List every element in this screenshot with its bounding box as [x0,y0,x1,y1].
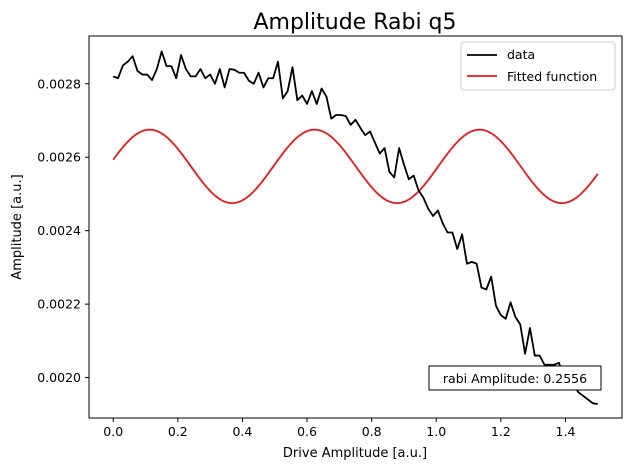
x-tick-label: 1.2 [491,424,511,439]
y-tick-label: 0.0024 [37,223,81,238]
legend-label-data: data [507,47,535,62]
x-tick-label: 0.2 [168,424,188,439]
y-tick-label: 0.0022 [37,297,81,312]
legend-label-fitted: Fitted function [507,69,597,84]
y-tick-label: 0.0026 [37,150,81,165]
series-line-fitted-function [112,128,599,205]
x-tick-label: 0.0 [103,424,123,439]
x-axis-label: Drive Amplitude [a.u.] [283,446,427,461]
annotation: rabi Amplitude: 0.2556 [428,365,602,391]
series-line-data [112,50,598,405]
plot-frame [88,35,623,419]
ticks-layer: 0.0 0.2 0.4 0.6 0.8 1.0 1.2 1.4 0.0020 0.0022 0.00… [37,76,575,439]
x-tick-label: 0.8 [362,424,382,439]
annotation-box [428,365,602,391]
series-layer [112,50,599,405]
y-tick-label: 0.0020 [37,370,81,385]
x-tick-label: 1.4 [556,424,576,439]
legend: data Fitted function [460,41,616,91]
x-tick-label: 0.6 [297,424,317,439]
chart-title: Amplitude Rabi q5 [253,10,456,35]
annotation-text: rabi Amplitude: 0.2556 [443,371,587,386]
y-tick-label: 0.0028 [37,76,81,91]
x-tick-label: 1.0 [426,424,446,439]
legend-box [460,41,616,91]
x-tick-label: 0.4 [232,424,252,439]
y-axis-label: Amplitude [a.u.] [10,174,25,279]
